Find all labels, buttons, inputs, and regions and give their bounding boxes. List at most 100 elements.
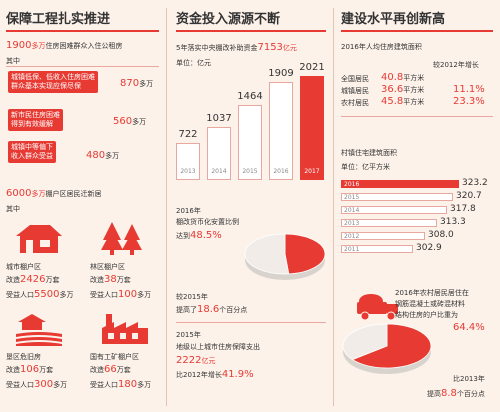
- bar-value-label: 1037: [206, 113, 232, 124]
- area-people: 受益人口300多万: [6, 379, 68, 390]
- pie1-change: 较2015年: [176, 293, 208, 301]
- housing-security-column: 保障工程扎实推进 1900多万住房困难群众入住公租房 其中 城镇低保、低收入住房…: [0, 0, 165, 412]
- pie-slice-rest: [342, 323, 388, 361]
- title-underline: [6, 30, 159, 32]
- group-label: 城镇低保、低收入住房困难 群众基本实现应保尽保: [8, 71, 98, 93]
- qizhong-label: 其中: [6, 205, 20, 213]
- hbar-value-label: 320.7: [456, 191, 482, 201]
- area-units: 改造106万套: [6, 364, 54, 375]
- relocate-headline: 6000多万棚户区居民迁新居: [6, 188, 102, 199]
- title-underline: [341, 30, 493, 32]
- funding-column: 资金投入源源不断 5年落实中央棚改补助资金7153亿元 单位：亿元 722 201…: [168, 0, 332, 412]
- town-area-bar-chart: 2016 323.2 2015 320.7 2014 317.8 2013 313.3 2012…: [335, 176, 500, 266]
- area-name: 林区棚户区: [90, 263, 125, 271]
- bar-2017: [300, 76, 324, 180]
- column-divider: [333, 8, 334, 406]
- pie2-caption: 结构住房的户比重为: [395, 311, 458, 319]
- pie2-change: 提高8.8个百分点: [427, 388, 485, 399]
- percap-title: 2016年人均住房建筑面积: [341, 43, 422, 51]
- group-value: 870多万: [120, 78, 154, 89]
- pie2-caption: 钢筋混凝土或砖混材料: [395, 300, 465, 308]
- pie-slice-rest: [244, 233, 290, 275]
- group-label: 新市民住房困难 得到有效缓解: [8, 109, 63, 131]
- construction-column: 建设水平再创新高 2016年人均住房建筑面积 较2012年增长 全国居民 40.…: [335, 0, 500, 412]
- bar-2014: [207, 127, 231, 180]
- hbar-2011: [341, 245, 413, 253]
- area-name: 垦区危旧房: [6, 353, 41, 361]
- section-title: 保障工程扎实推进: [6, 12, 111, 27]
- percap-value: 36.6平方米: [381, 84, 425, 95]
- factory-mine-icon: [102, 314, 148, 344]
- divider: [6, 66, 159, 67]
- guarantee-year: 2015年: [176, 331, 201, 339]
- bar-year-label: 2013: [180, 168, 196, 175]
- bar-value-label: 1464: [237, 91, 263, 102]
- bar-value-label: 2021: [299, 62, 325, 73]
- hbar-value-label: 302.9: [416, 243, 442, 253]
- bar-year-label: 2016: [273, 168, 289, 175]
- group-value: 480多万: [86, 150, 120, 161]
- pie2-caption: 2016年农村居民居住在: [395, 289, 469, 297]
- hbar-year-label: 2014: [344, 207, 360, 214]
- percap-inc: 11.1%: [453, 84, 485, 95]
- subsidy-bar-chart: 722 2013 1037 2014 1464 2015 1909 2016 2021 2017: [168, 62, 332, 184]
- cement-mixer-truck-icon: [357, 294, 398, 321]
- bar-year-label: 2014: [211, 168, 227, 175]
- farmland-field-icon: [16, 314, 62, 346]
- hbar-value-label: 313.3: [440, 217, 466, 227]
- area-people: 受益人口100多万: [90, 289, 152, 300]
- hbar-2014: [341, 206, 447, 214]
- area-name: 国有工矿棚户区: [90, 353, 139, 361]
- percap-label: 农村居民: [341, 99, 369, 107]
- percap-value: 40.8平方米: [381, 72, 425, 83]
- bar-2013: [176, 143, 200, 180]
- guarantee-desc: 地级以上城市住房保障支出: [176, 343, 260, 351]
- qizhong-label: 其中: [6, 57, 20, 65]
- forest-tree-icon: [101, 222, 142, 255]
- hbar-year-label: 2016: [344, 181, 360, 188]
- hbar-2013: [341, 219, 437, 227]
- rental-headline: 1900多万住房困难群众入住公租房: [6, 40, 123, 51]
- town-title: 村镇住宅建筑面积: [341, 149, 397, 157]
- hbar-2012: [341, 232, 425, 240]
- pie-slice-highlight: [351, 323, 432, 369]
- area-people: 受益人口5500多万: [6, 289, 74, 300]
- guarantee-value: 2222亿元: [176, 355, 216, 366]
- subsidy-headline: 5年落实中央棚改补助资金7153亿元: [176, 42, 297, 53]
- hbar-value-label: 323.2: [462, 178, 488, 188]
- percap-inc-header: 较2012年增长: [433, 61, 479, 69]
- percap-label: 城镇居民: [341, 87, 369, 95]
- hbar-value-label: 317.8: [450, 204, 476, 214]
- area-people: 受益人口180多万: [90, 379, 152, 390]
- group-value: 560多万: [113, 116, 147, 127]
- percap-inc: 23.3%: [453, 96, 485, 107]
- area-units: 改造2426万套: [6, 274, 60, 285]
- group-label: 城镇中等偏下 收入群众受益: [8, 141, 56, 163]
- title-underline: [176, 30, 326, 32]
- divider: [176, 322, 326, 323]
- section-title: 资金投入源源不断: [176, 12, 281, 27]
- bar-value-label: 1909: [268, 68, 294, 79]
- hbar-year-label: 2013: [344, 220, 360, 227]
- bar-2015: [238, 105, 262, 180]
- hbar-year-label: 2011: [344, 246, 360, 253]
- hbar-year-label: 2012: [344, 233, 360, 240]
- pie1-change: 提高了18.6个百分点: [176, 304, 248, 315]
- bar-2016: [269, 82, 293, 180]
- column-divider: [166, 8, 167, 406]
- city-shanty-house-icon: [16, 225, 62, 253]
- area-units: 改造66万套: [90, 364, 131, 375]
- percap-value: 45.8平方米: [381, 96, 425, 107]
- area-name: 城市棚户区: [6, 263, 41, 271]
- pie2-value: 64.4%: [453, 322, 485, 333]
- pie-slice-highlight: [284, 233, 326, 275]
- guarantee-growth: 比2012年增长41.9%: [176, 369, 254, 380]
- hbar-year-label: 2015: [344, 194, 360, 201]
- hbar-2016: [341, 180, 459, 188]
- unit-label: 单位：亿元: [176, 59, 211, 67]
- bar-year-label: 2017: [304, 168, 320, 175]
- percap-label: 全国居民: [341, 75, 369, 83]
- relocation-ratio-pie: [244, 233, 326, 280]
- pie1-caption-line: 棚改货币化安置比例: [176, 218, 239, 226]
- pie1-value-line: 达到48.5%: [176, 230, 222, 241]
